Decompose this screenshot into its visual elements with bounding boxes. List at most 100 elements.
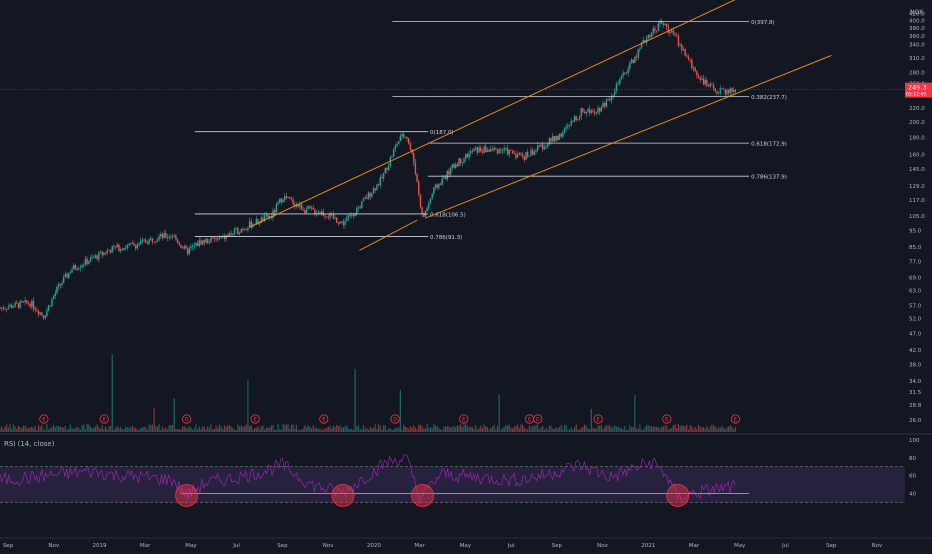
volume-bar — [635, 428, 638, 432]
candle-body — [602, 102, 604, 108]
drawing-tools[interactable]: 0(397.8) 0.382(237.7) 0(187.0) 0.618(106.5)… — [0, 0, 905, 251]
volume-bar — [322, 429, 324, 432]
volume-bar — [610, 427, 613, 432]
volume-bar — [19, 427, 21, 432]
candle-body — [12, 306, 15, 308]
candle-body — [106, 250, 108, 254]
volume-bar — [7, 427, 9, 432]
channel-line[interactable] — [359, 219, 418, 251]
candle-body — [727, 90, 730, 94]
candle-body — [475, 147, 477, 149]
volume-bar — [379, 425, 381, 432]
candle-body — [305, 209, 308, 213]
volume-bar — [625, 429, 628, 432]
volume-bar — [218, 424, 221, 432]
volume-bar — [577, 429, 579, 432]
volume-bar — [0, 428, 1, 432]
volume-bar — [681, 425, 683, 432]
candle-body — [578, 116, 581, 119]
candle-body — [299, 204, 301, 207]
volume-bar — [548, 425, 551, 432]
volume-bar — [305, 427, 308, 432]
rsi-pane[interactable]: RSI (14, close) 100 80 60 40 — [0, 438, 920, 507]
candle-body — [577, 118, 579, 121]
candle-body — [525, 152, 527, 160]
candle-body — [145, 239, 147, 243]
candle-body — [478, 147, 480, 153]
fib-level-label: 0.786(91.3) — [430, 235, 462, 241]
volume-bar — [74, 428, 76, 432]
earnings-marker-icon[interactable] — [533, 414, 543, 424]
volume-bar — [200, 429, 202, 432]
channel-line[interactable] — [425, 55, 832, 219]
rsi-oversold-marker-icon[interactable] — [411, 483, 434, 507]
candle-body — [580, 108, 582, 117]
volume-bar — [86, 424, 88, 432]
earnings-marker-icon[interactable] — [250, 414, 260, 424]
volume-bar — [257, 426, 259, 432]
rsi-oversold-marker-icon[interactable] — [175, 483, 198, 507]
volume-bar — [109, 425, 112, 432]
candle-body — [712, 84, 715, 89]
candle-body — [423, 213, 425, 217]
candle-body — [443, 177, 445, 179]
candle-body — [245, 229, 247, 230]
candle-body — [397, 140, 400, 145]
candle-body — [275, 204, 278, 213]
earnings-marker-icon[interactable] — [99, 414, 109, 424]
volume-bar — [349, 429, 351, 432]
time-axis[interactable]: Sep Nov 2019 Mar May Jul Sep Nov 2020 Mar May Jul Se… — [0, 537, 932, 549]
volume-bar — [51, 426, 53, 432]
earnings-marker-icon[interactable] — [390, 414, 400, 424]
volume-bar — [666, 425, 668, 432]
volume-bar — [44, 429, 46, 432]
rsi-oversold-marker-icon[interactable] — [331, 483, 355, 507]
candle-body — [645, 38, 648, 43]
candle-body — [515, 154, 517, 158]
candle-body — [111, 246, 113, 253]
rsi-title[interactable]: RSI (14, close) — [4, 440, 55, 448]
volume-bar — [81, 425, 83, 432]
volume-bar — [223, 425, 226, 432]
earnings-marker-icon[interactable] — [319, 414, 329, 424]
volume-bar — [480, 425, 482, 432]
candle-body — [124, 247, 127, 249]
rsi-oversold-marker-icon[interactable] — [666, 483, 690, 507]
earnings-marker-icon[interactable] — [459, 414, 469, 424]
candle-body — [689, 59, 691, 61]
volume-bar — [238, 426, 241, 432]
volume-bar — [213, 428, 216, 432]
candle-body — [421, 207, 423, 214]
volume-bar — [193, 428, 195, 432]
price-pane[interactable] — [0, 18, 932, 435]
candle-body — [600, 107, 603, 112]
candle-body — [207, 239, 209, 244]
volume-bar — [6, 424, 8, 432]
candle-body — [61, 283, 63, 286]
volume-bar — [461, 427, 463, 432]
candle-body — [294, 204, 296, 207]
candle-body — [587, 108, 589, 112]
time-axis-label: Nov — [872, 543, 883, 549]
channel-line[interactable] — [249, 0, 741, 228]
volume-bar — [719, 427, 721, 432]
volume-bar — [160, 429, 162, 432]
earnings-marker-icon[interactable] — [662, 414, 672, 424]
earnings-marker-icon[interactable] — [593, 414, 603, 424]
volume-bar — [121, 429, 123, 432]
volume-bar — [148, 424, 150, 432]
volume-bar — [347, 428, 350, 432]
candle-body — [607, 99, 609, 101]
candle-body — [714, 88, 716, 92]
candle-body — [119, 249, 122, 252]
candle-body — [660, 21, 663, 24]
earnings-marker-icon[interactable] — [730, 414, 740, 424]
earnings-marker-icon[interactable] — [181, 414, 192, 424]
candle-body — [31, 300, 33, 307]
volume-bar — [691, 426, 693, 432]
candle-body — [572, 121, 574, 122]
earnings-marker-icon[interactable] — [39, 414, 49, 424]
